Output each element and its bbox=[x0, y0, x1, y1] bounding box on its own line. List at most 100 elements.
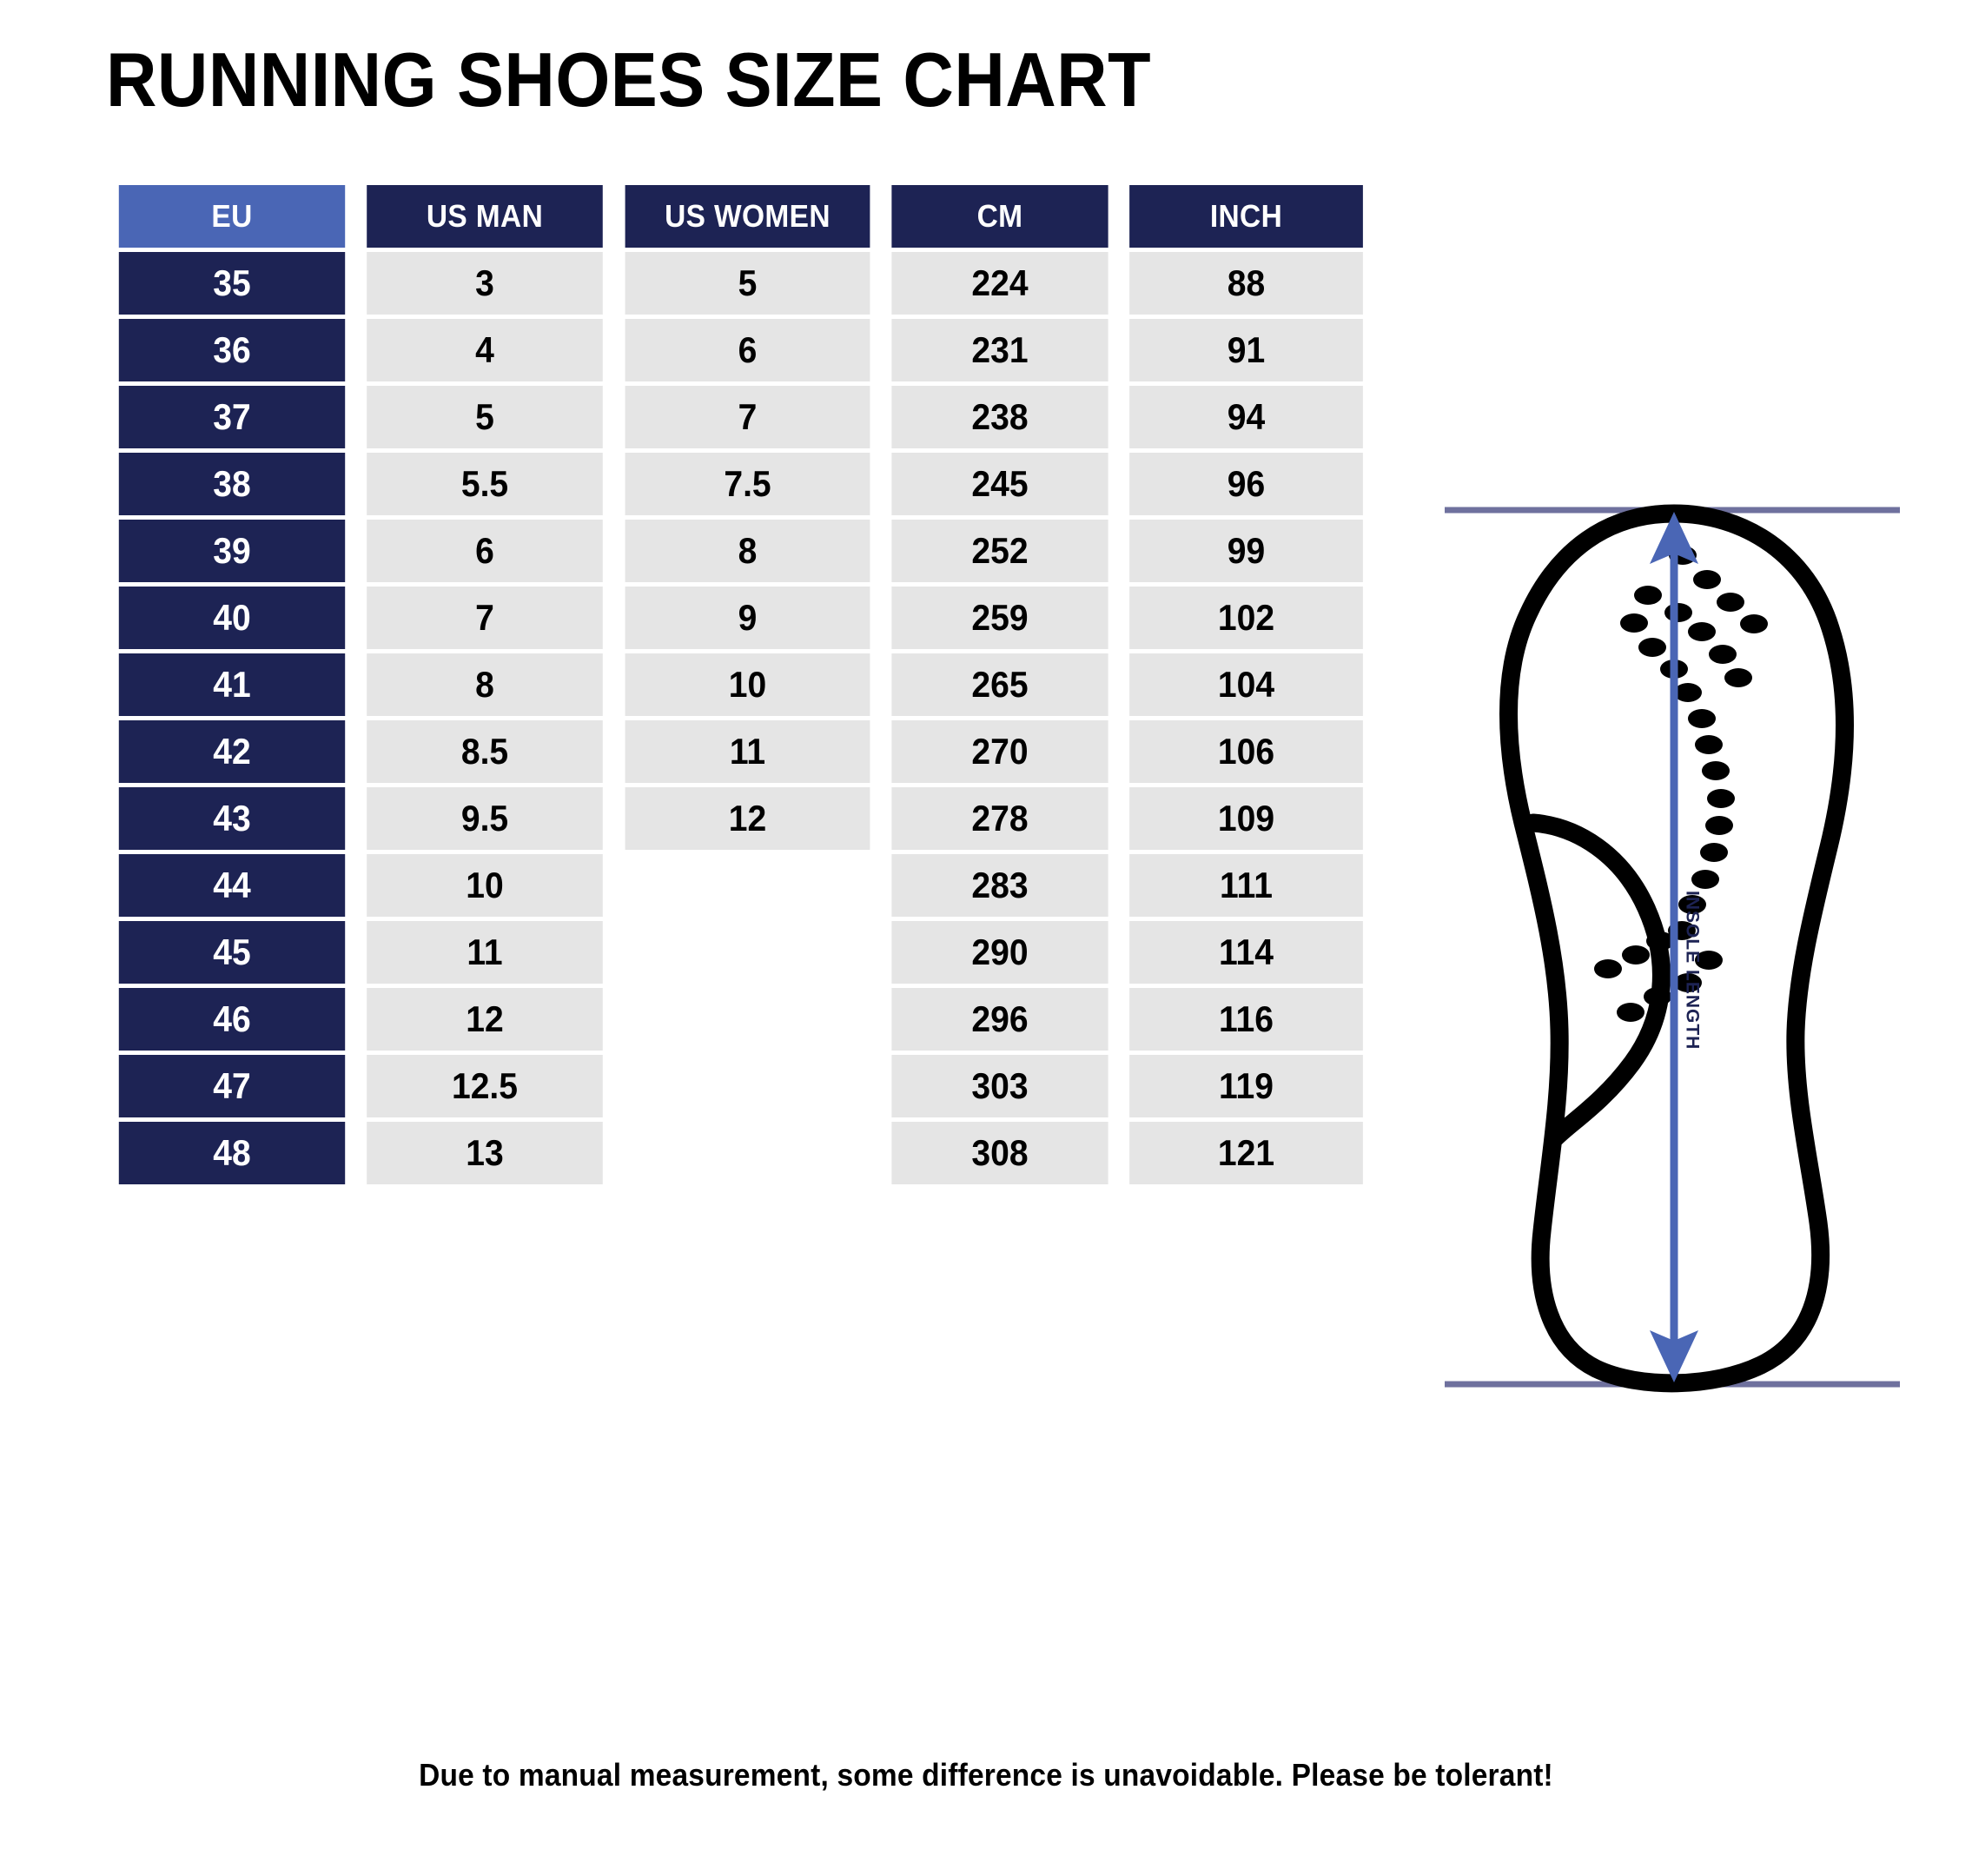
table-body: 35 3 5 224 88 36 4 6 231 91 37 5 7 238 94 38 5.5 7.5 245 96… bbox=[110, 252, 1372, 1184]
cell-inch: 116 bbox=[1129, 988, 1363, 1051]
cell-us-man: 7 bbox=[367, 587, 603, 649]
cell-eu: 35 bbox=[118, 252, 346, 315]
cell-eu: 45 bbox=[118, 921, 346, 984]
insole-length-arrow bbox=[1650, 512, 1698, 1382]
cell-eu: 36 bbox=[118, 319, 346, 381]
cell-us-man: 5 bbox=[367, 386, 603, 448]
column-header-us-man: US MAN bbox=[367, 185, 603, 248]
table-row: 38 5.5 7.5 245 96 bbox=[110, 453, 1372, 515]
cell-eu: 40 bbox=[118, 587, 346, 649]
cell-eu: 46 bbox=[118, 988, 346, 1051]
cell-us-women: 7 bbox=[625, 386, 870, 448]
cell-us-man: 8.5 bbox=[367, 720, 603, 783]
table-row: 43 9.5 12 278 109 bbox=[110, 787, 1372, 850]
cell-cm: 259 bbox=[891, 587, 1108, 649]
cell-inch: 91 bbox=[1129, 319, 1363, 381]
cell-cm: 278 bbox=[891, 787, 1108, 850]
cell-cm: 296 bbox=[891, 988, 1108, 1051]
cell-inch: 96 bbox=[1129, 453, 1363, 515]
table-row: 47 12.5 303 119 bbox=[110, 1055, 1372, 1117]
column-header-us-women: US WOMEN bbox=[625, 185, 870, 248]
cell-inch: 106 bbox=[1129, 720, 1363, 783]
cell-eu: 37 bbox=[118, 386, 346, 448]
cell-us-man: 13 bbox=[367, 1122, 603, 1184]
cell-cm: 252 bbox=[891, 520, 1108, 582]
cell-us-women bbox=[616, 1055, 879, 1117]
cell-inch: 121 bbox=[1129, 1122, 1363, 1184]
cell-us-women: 9 bbox=[625, 587, 870, 649]
cell-cm: 245 bbox=[891, 453, 1108, 515]
cell-cm: 290 bbox=[891, 921, 1108, 984]
cell-us-women bbox=[616, 854, 879, 917]
cell-inch: 114 bbox=[1129, 921, 1363, 984]
column-header-inch: INCH bbox=[1129, 185, 1363, 248]
cell-inch: 119 bbox=[1129, 1055, 1363, 1117]
cell-us-man: 3 bbox=[367, 252, 603, 315]
insole-outline bbox=[1499, 504, 1854, 1393]
cell-cm: 265 bbox=[891, 653, 1108, 716]
cell-us-man: 6 bbox=[367, 520, 603, 582]
cell-us-man: 5.5 bbox=[367, 453, 603, 515]
column-header-eu: EU bbox=[118, 185, 346, 248]
cell-us-man: 12.5 bbox=[367, 1055, 603, 1117]
table-row: 35 3 5 224 88 bbox=[110, 252, 1372, 315]
table-row: 48 13 308 121 bbox=[110, 1122, 1372, 1184]
cell-us-women bbox=[616, 921, 879, 984]
cell-eu: 47 bbox=[118, 1055, 346, 1117]
cell-eu: 42 bbox=[118, 720, 346, 783]
cell-us-women: 6 bbox=[625, 319, 870, 381]
table-row: 41 8 10 265 104 bbox=[110, 653, 1372, 716]
table-row: 46 12 296 116 bbox=[110, 988, 1372, 1051]
disclaimer-note: Due to manual measurement, some differen… bbox=[0, 1757, 1972, 1793]
table-row: 37 5 7 238 94 bbox=[110, 386, 1372, 448]
perforation-dots bbox=[1594, 546, 1768, 1022]
cell-us-women: 12 bbox=[625, 787, 870, 850]
cell-cm: 238 bbox=[891, 386, 1108, 448]
cell-us-women: 5 bbox=[625, 252, 870, 315]
cell-us-man: 11 bbox=[367, 921, 603, 984]
cell-us-women: 11 bbox=[625, 720, 870, 783]
disclaimer-text: Due to manual measurement, some differen… bbox=[419, 1757, 1553, 1793]
cell-inch: 88 bbox=[1129, 252, 1363, 315]
cell-us-man: 8 bbox=[367, 653, 603, 716]
cell-eu: 38 bbox=[118, 453, 346, 515]
table-row: 45 11 290 114 bbox=[110, 921, 1372, 984]
cell-eu: 43 bbox=[118, 787, 346, 850]
table-row: 36 4 6 231 91 bbox=[110, 319, 1372, 381]
cell-us-women: 10 bbox=[625, 653, 870, 716]
table-row: 44 10 283 111 bbox=[110, 854, 1372, 917]
column-header-cm: CM bbox=[891, 185, 1108, 248]
cell-cm: 231 bbox=[891, 319, 1108, 381]
insole-length-diagram: INSOLE LENGTH bbox=[1438, 500, 1907, 1395]
cell-cm: 283 bbox=[891, 854, 1108, 917]
cell-inch: 99 bbox=[1129, 520, 1363, 582]
cell-eu: 44 bbox=[118, 854, 346, 917]
cell-cm: 224 bbox=[891, 252, 1108, 315]
cell-cm: 303 bbox=[891, 1055, 1108, 1117]
table-row: 40 7 9 259 102 bbox=[110, 587, 1372, 649]
cell-inch: 109 bbox=[1129, 787, 1363, 850]
cell-us-man: 4 bbox=[367, 319, 603, 381]
cell-cm: 308 bbox=[891, 1122, 1108, 1184]
cell-us-man: 9.5 bbox=[367, 787, 603, 850]
table-header-row: EU US MAN US WOMEN CM INCH bbox=[110, 185, 1372, 248]
cell-inch: 104 bbox=[1129, 653, 1363, 716]
cell-eu: 39 bbox=[118, 520, 346, 582]
insole-length-label: INSOLE LENGTH bbox=[1682, 891, 1702, 1050]
size-chart-table: EU US MAN US WOMEN CM INCH 35 3 5 224 88 36 4 6… bbox=[106, 181, 1376, 1189]
table-row: 39 6 8 252 99 bbox=[110, 520, 1372, 582]
cell-eu: 41 bbox=[118, 653, 346, 716]
cell-us-women bbox=[616, 1122, 879, 1184]
cell-inch: 111 bbox=[1129, 854, 1363, 917]
table-row: 42 8.5 11 270 106 bbox=[110, 720, 1372, 783]
cell-us-women bbox=[616, 988, 879, 1051]
cell-inch: 102 bbox=[1129, 587, 1363, 649]
page-title: RUNNING SHOES SIZE CHART bbox=[106, 36, 1152, 123]
cell-inch: 94 bbox=[1129, 386, 1363, 448]
cell-us-women: 7.5 bbox=[625, 453, 870, 515]
cell-eu: 48 bbox=[118, 1122, 346, 1184]
cell-us-women: 8 bbox=[625, 520, 870, 582]
cell-us-man: 10 bbox=[367, 854, 603, 917]
cell-cm: 270 bbox=[891, 720, 1108, 783]
cell-us-man: 12 bbox=[367, 988, 603, 1051]
